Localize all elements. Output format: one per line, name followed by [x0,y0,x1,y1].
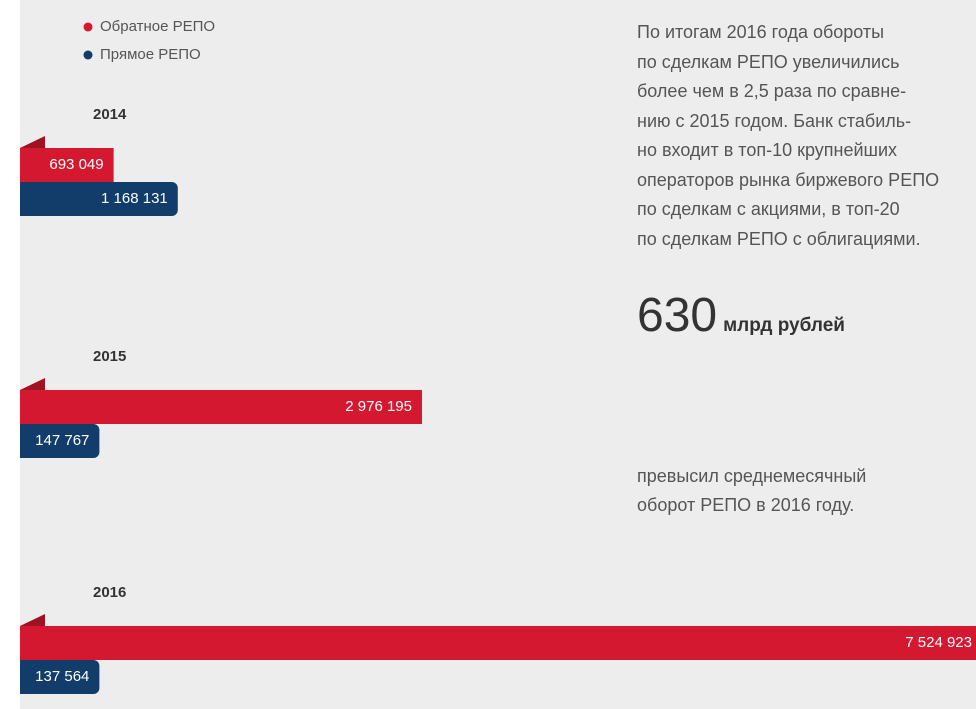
text-line: по сделкам РЕПО с облигациями. [637,228,921,249]
legend-label: Обратное РЕПО [100,18,215,35]
text-line: превысил среднемесячный [637,466,867,486]
legend-dot [83,22,93,32]
value-label: 137 564 [35,668,89,685]
bar [20,424,100,458]
text-line: операторов рынка биржевого РЕПО [637,169,940,190]
caption: превысил среднемесячный оборот РЕПО в 201… [637,462,866,520]
fold [20,614,45,626]
text-line: но входит в топ-10 крупнейших [637,140,898,160]
fold [20,378,45,390]
bar [20,626,976,660]
background [20,0,976,709]
category-label: 2015 [93,348,126,365]
figure: 630 млрд рублей [637,288,976,343]
text-line: нию с 2015 годом. Банк стабиль- [637,110,912,131]
bar-corner [20,424,30,458]
bar [20,660,100,694]
bar-corner [20,660,30,694]
bar-corner [20,182,30,216]
text-line: более чем в 2,5 раза по сравне- [637,81,907,101]
bar [20,390,422,424]
fold [20,136,45,148]
category-label: 2014 [93,106,127,123]
text-line: По итогам 2016 года обороты [637,22,885,42]
value-label: 2 976 195 [345,398,412,415]
value-label: 147 767 [35,432,89,449]
value-label: 693 049 [49,156,103,173]
figure-number: 630 [637,289,718,342]
legend-dot [83,50,93,60]
paragraph: По итогам 2016 года обороты по сделкам РЕ… [637,18,976,254]
value-label: 7 524 923 [905,634,972,651]
text-line: по сделкам с акциями, в топ-20 [637,199,900,219]
text-line: оборот РЕПО в 2016 году. [637,495,855,515]
figure-unit: млрд рублей [723,315,845,336]
bar [20,148,114,182]
text-line: по сделкам РЕПО увеличились [637,51,900,72]
bar [20,182,178,216]
legend-label: Прямое РЕПО [100,46,201,63]
category-label: 2016 [93,584,126,601]
value-label: 1 168 131 [101,190,168,207]
